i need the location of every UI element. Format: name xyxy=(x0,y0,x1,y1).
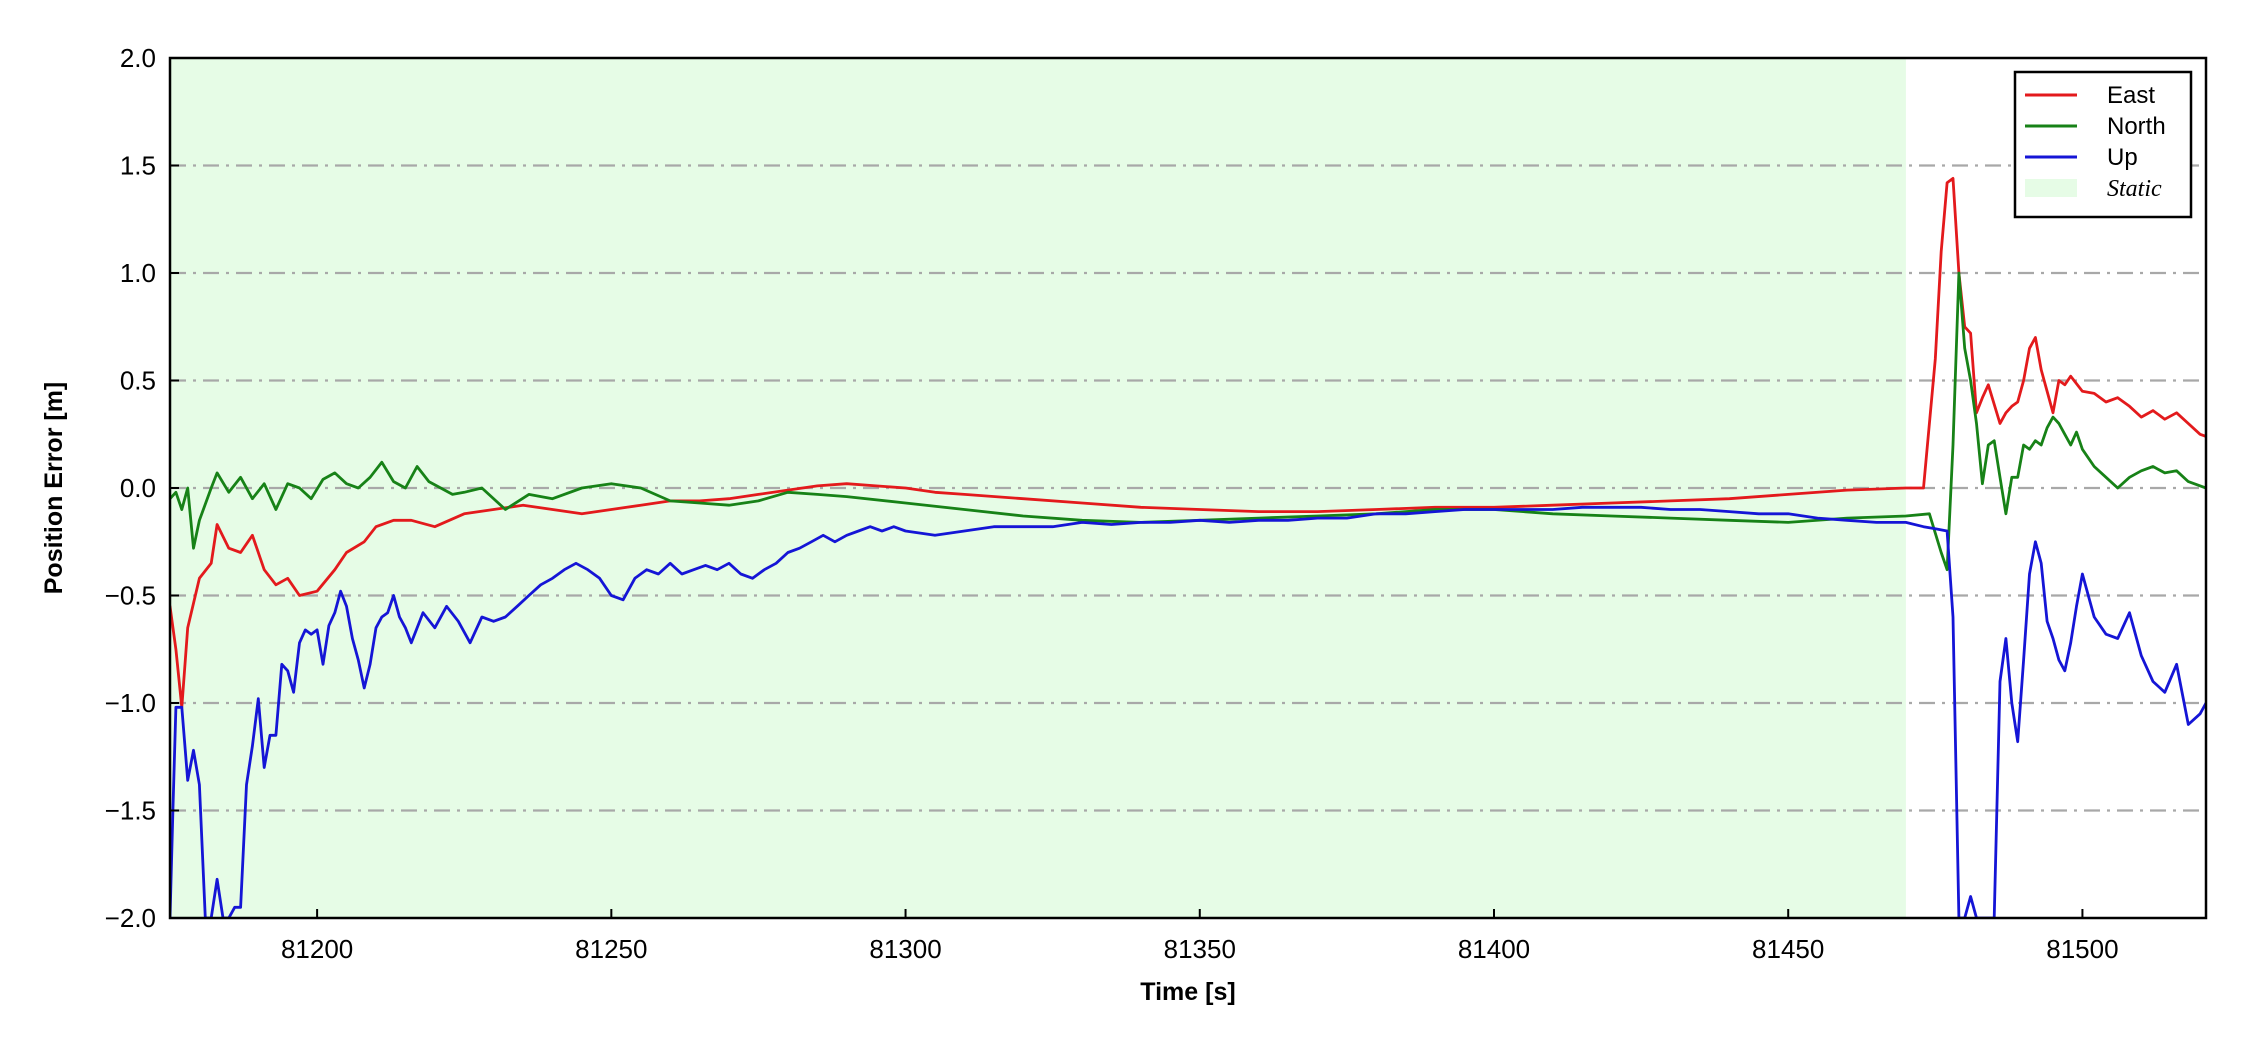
legend: East North Up Static xyxy=(2013,70,2193,219)
legend-swatch-static xyxy=(2025,179,2077,197)
x-tick-label: 81250 xyxy=(575,934,647,964)
y-tick-label: −1.5 xyxy=(105,796,156,826)
x-tick-label: 81300 xyxy=(869,934,941,964)
x-tick-label: 81450 xyxy=(1752,934,1824,964)
x-tick-label: 81400 xyxy=(1458,934,1530,964)
series-line-up xyxy=(170,505,2206,918)
legend-label-static: Static xyxy=(2107,176,2162,202)
legend-label-east: East xyxy=(2107,82,2155,109)
legend-label-up: Up xyxy=(2107,144,2138,171)
x-axis-title: Time [s] xyxy=(1140,978,1235,1006)
y-axis-title: Position Error [m] xyxy=(40,382,68,595)
y-tick-label: 0.0 xyxy=(120,473,156,503)
x-tick-label: 81500 xyxy=(2046,934,2118,964)
y-tick-label: −0.5 xyxy=(105,581,156,611)
series-line-east xyxy=(170,176,2206,709)
y-tick-label: 0.5 xyxy=(120,366,156,396)
x-tick-label: 81350 xyxy=(1164,934,1236,964)
x-tick-label: 81200 xyxy=(281,934,353,964)
y-tick-label: −1.0 xyxy=(105,688,156,718)
legend-label-north: North xyxy=(2107,113,2166,140)
y-tick-label: 1.5 xyxy=(120,151,156,181)
y-tick-label: 1.0 xyxy=(120,258,156,288)
y-tick-label: −2.0 xyxy=(105,903,156,933)
y-tick-label: 2.0 xyxy=(120,43,156,73)
